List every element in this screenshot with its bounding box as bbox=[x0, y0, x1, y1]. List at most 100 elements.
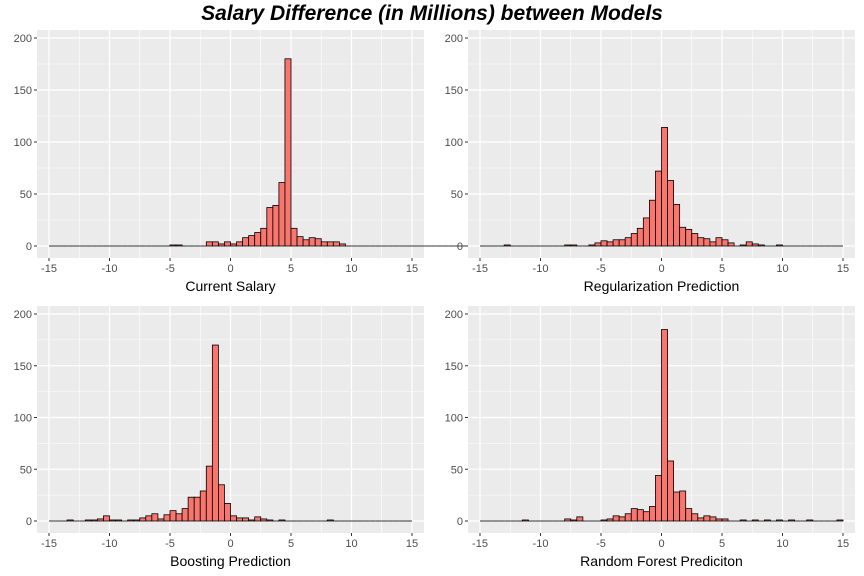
histogram-bar bbox=[709, 516, 717, 522]
histogram-bar bbox=[139, 517, 147, 522]
histogram-bar bbox=[776, 519, 783, 522]
y-tick-label: 200 bbox=[445, 309, 463, 321]
x-tick-label: 5 bbox=[288, 538, 294, 550]
y-tick-label: 50 bbox=[20, 189, 32, 201]
histogram-bar bbox=[715, 518, 723, 522]
y-tick-label: 150 bbox=[14, 85, 32, 97]
histogram-bar bbox=[594, 242, 602, 247]
histogram-bar bbox=[181, 508, 189, 522]
histogram-bar bbox=[84, 519, 92, 522]
histogram-bar bbox=[691, 233, 699, 247]
histogram-bar bbox=[697, 237, 705, 247]
histogram-bar bbox=[66, 519, 74, 522]
x-tick-label: 5 bbox=[719, 263, 725, 275]
x-tick-label: -5 bbox=[165, 538, 175, 550]
histogram-bar bbox=[570, 519, 578, 522]
histogram-bar bbox=[320, 241, 328, 247]
x-tick-label: -5 bbox=[596, 538, 606, 550]
histogram-bar bbox=[697, 517, 705, 522]
histogram-bar bbox=[242, 517, 250, 522]
x-tick-label: -10 bbox=[533, 263, 549, 275]
page-title: Salary Difference (in Millions) between … bbox=[201, 2, 663, 25]
y-tick-label: 50 bbox=[451, 189, 463, 201]
histogram-bar bbox=[751, 519, 759, 522]
histogram-bar bbox=[606, 241, 614, 247]
histogram-bar bbox=[636, 227, 644, 247]
histogram-bar bbox=[667, 180, 674, 247]
histogram-bar bbox=[727, 242, 735, 247]
histogram-bar bbox=[763, 519, 771, 522]
histogram-bar bbox=[685, 228, 693, 247]
histogram-bar bbox=[606, 518, 614, 522]
histogram-bar bbox=[776, 244, 783, 247]
histogram-bar bbox=[715, 237, 723, 247]
histogram-bar bbox=[211, 241, 219, 247]
histogram-bar bbox=[721, 518, 729, 522]
histogram-bar bbox=[757, 244, 765, 247]
histogram-panel: 0 50 100 150 200 -15 -10 -5 0 5 10 15 Random Forest … bbox=[445, 306, 855, 569]
histogram-bar bbox=[332, 241, 340, 247]
y-tick-label: 0 bbox=[26, 241, 32, 253]
y-tick-label: 150 bbox=[445, 361, 463, 373]
x-axis-title: Boosting Prediction bbox=[170, 553, 291, 569]
histogram-bar bbox=[691, 513, 699, 522]
y-tick-label: 0 bbox=[457, 516, 463, 528]
histogram-bar bbox=[806, 519, 814, 522]
histogram-bar bbox=[272, 205, 280, 247]
histogram-bar bbox=[600, 240, 608, 247]
y-tick-label: 0 bbox=[457, 241, 463, 253]
histogram-bar bbox=[655, 475, 662, 522]
x-tick-label: 15 bbox=[406, 538, 418, 550]
histogram-bar bbox=[745, 241, 753, 247]
x-tick-label: -10 bbox=[102, 538, 118, 550]
histogram-bar bbox=[618, 516, 626, 522]
histogram-bar bbox=[576, 516, 584, 522]
histogram-panel: 0 50 100 150 200 -15 -10 -5 0 5 10 15 Boosting Predi… bbox=[14, 306, 424, 569]
histogram-bar bbox=[739, 244, 747, 247]
histogram-bar bbox=[642, 511, 650, 522]
histogram-bar bbox=[90, 519, 98, 522]
histogram-bar bbox=[564, 244, 572, 247]
histogram-bar bbox=[630, 233, 638, 247]
histogram-bar bbox=[661, 329, 668, 522]
histogram-bar bbox=[649, 199, 656, 247]
histogram-bar bbox=[685, 508, 693, 522]
histogram-bar bbox=[278, 182, 286, 247]
histogram-bar bbox=[588, 244, 596, 247]
histogram-bar bbox=[314, 238, 322, 247]
x-tick-label: -10 bbox=[533, 538, 549, 550]
histogram-bar bbox=[703, 238, 711, 247]
histogram-bar bbox=[612, 515, 620, 522]
histogram-bar bbox=[667, 460, 674, 522]
histogram-bar bbox=[302, 239, 310, 247]
histogram-bar bbox=[721, 239, 729, 247]
x-tick-label: 15 bbox=[406, 263, 418, 275]
y-tick-label: 100 bbox=[445, 137, 463, 149]
histogram-panel: 0 50 100 150 200 -15 -10 -5 0 5 10 15 Current Salary bbox=[14, 30, 594, 294]
histogram-bar bbox=[133, 519, 141, 522]
histogram-bar bbox=[175, 244, 183, 247]
histogram-bar bbox=[751, 243, 759, 247]
histogram-bar bbox=[224, 241, 231, 247]
histogram-bar bbox=[248, 235, 256, 247]
y-tick-label: 0 bbox=[26, 516, 32, 528]
histogram-bar bbox=[230, 243, 237, 247]
histogram-bar bbox=[205, 465, 213, 522]
x-tick-label: -5 bbox=[165, 263, 175, 275]
histogram-bar bbox=[145, 515, 153, 522]
histogram-bar bbox=[679, 490, 687, 522]
y-tick-label: 100 bbox=[14, 137, 32, 149]
histogram-bar bbox=[193, 496, 201, 522]
histogram-bar bbox=[254, 516, 262, 522]
x-tick-label: -15 bbox=[472, 263, 488, 275]
x-tick-label: 0 bbox=[658, 538, 664, 550]
histogram-bar bbox=[290, 227, 298, 247]
y-tick-label: 200 bbox=[445, 33, 463, 45]
histogram-bar bbox=[703, 515, 711, 522]
histogram-bar bbox=[260, 518, 268, 522]
histogram-bar bbox=[199, 490, 207, 522]
x-tick-label: 10 bbox=[776, 263, 788, 275]
histogram-bar bbox=[242, 237, 250, 247]
histogram-bar bbox=[163, 514, 171, 522]
x-axis-title: Current Salary bbox=[185, 278, 275, 294]
